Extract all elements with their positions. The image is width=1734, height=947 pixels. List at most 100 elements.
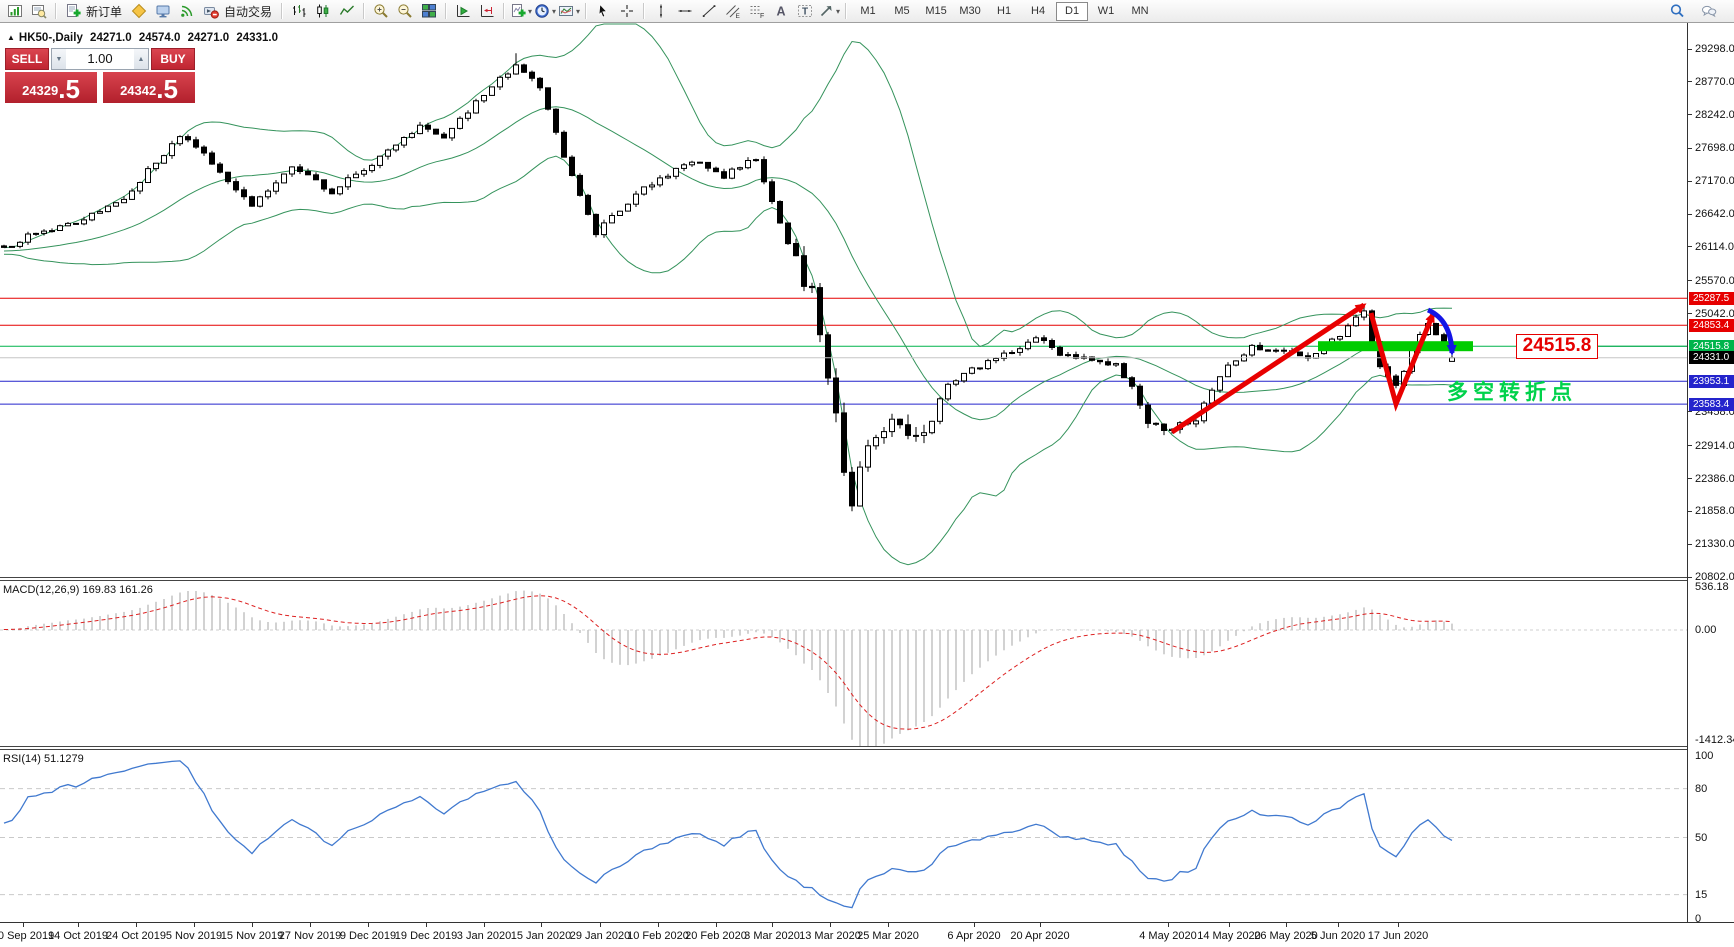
timeframe-m5-button[interactable]: M5: [894, 5, 910, 17]
date-label: 9 Dec 2019: [339, 930, 397, 942]
date-label: 27 Nov 2019: [278, 930, 342, 942]
toolbar-right-icons: [1665, 1, 1731, 22]
templates-button[interactable]: ▾: [557, 1, 581, 22]
date-tick-mark: [368, 923, 369, 927]
chart-shift-button[interactable]: [475, 1, 499, 22]
price-tick-mark: [1688, 313, 1692, 314]
rsi-panel-splitter[interactable]: [0, 746, 1734, 750]
buy-price-box[interactable]: 24342.5: [103, 72, 195, 103]
signals-button[interactable]: [175, 1, 199, 22]
price-tick-mark: [1688, 246, 1692, 248]
toolbar-separator: [503, 3, 506, 19]
bars-icon: [293, 5, 306, 17]
macd-panel-splitter[interactable]: [0, 577, 1734, 581]
timeframe-h4-button[interactable]: H4: [1031, 5, 1046, 17]
price-tick-label: 20802.0: [1695, 571, 1734, 583]
buy-button[interactable]: BUY: [151, 48, 195, 70]
date-label: 20 Apr 2020: [1010, 930, 1070, 942]
new-order-button-label[interactable]: 新订单: [86, 4, 123, 19]
dropdown-arrow-icon[interactable]: ▾: [528, 6, 533, 16]
horizontal-line-button[interactable]: [673, 1, 697, 22]
price-tick-label: 27698.0: [1695, 142, 1734, 155]
fibonacci-button[interactable]: F: [745, 1, 769, 22]
timeframe-w1-button[interactable]: W1: [1097, 5, 1115, 17]
zoom-in-button[interactable]: [369, 1, 393, 22]
date-tick-mark: [772, 923, 773, 927]
price-tick-mark: [1688, 576, 1692, 578]
periods-button[interactable]: ▾: [533, 1, 557, 22]
profiles-button[interactable]: [27, 1, 51, 22]
dropdown-arrow-icon[interactable]: ▾: [552, 6, 557, 16]
date-label: 15 Nov 2019: [220, 930, 284, 942]
price-chart-canvas[interactable]: [0, 23, 1687, 579]
tile-windows-button[interactable]: [417, 1, 441, 22]
chat-button[interactable]: [1697, 1, 1721, 22]
cursor-button[interactable]: [591, 1, 615, 22]
indicators-button[interactable]: ▾: [509, 1, 533, 22]
timeframe-m15-button[interactable]: M15: [925, 5, 947, 17]
trendline-icon: [702, 5, 716, 17]
date-label: 20 Feb 2020: [685, 930, 747, 942]
arrows-button[interactable]: ▾: [817, 1, 841, 22]
sell-price-box[interactable]: 24329.5: [5, 72, 97, 103]
price-tick-label: 28770.0: [1695, 75, 1734, 88]
collapse-arrow-icon[interactable]: ▲: [7, 33, 15, 42]
new-order-icon: [67, 4, 81, 17]
line-chart-button[interactable]: [335, 1, 359, 22]
candlestick-chart-button[interactable]: [311, 1, 335, 22]
new-chart-icon: [8, 5, 22, 17]
price-tick-label: 25042.0: [1695, 307, 1734, 320]
dropdown-arrow-icon[interactable]: ▾: [576, 6, 581, 16]
price-level-badge: 23953.1: [1689, 374, 1734, 388]
rsi-scale-label: 0: [1695, 913, 1702, 925]
trendline-button[interactable]: [697, 1, 721, 22]
rsi-scale-label: 100: [1695, 750, 1714, 762]
date-tick-mark: [1040, 923, 1041, 927]
indicators-icon: [512, 4, 526, 17]
volume-decrease-button[interactable]: ▼: [52, 49, 66, 69]
text-button[interactable]: A: [769, 1, 793, 22]
equidistant-channel-button[interactable]: E: [721, 1, 745, 22]
date-tick-mark: [194, 923, 195, 927]
rsi-scale-label: 15: [1695, 888, 1708, 901]
price-level-badge: 23583.4: [1689, 397, 1734, 411]
date-tick-mark: [426, 923, 427, 927]
vertical-line-button[interactable]: [649, 1, 673, 22]
autotrading-button[interactable]: [199, 1, 223, 22]
timeframe-m1-button[interactable]: M1: [860, 5, 876, 17]
new-order-button[interactable]: [61, 1, 85, 22]
timeframe-d1-button[interactable]: D1: [1056, 1, 1089, 21]
dropdown-arrow-icon[interactable]: ▾: [836, 6, 841, 16]
sell-button[interactable]: SELL: [5, 48, 49, 70]
one-click-trading-panel: SELL ▼ 1.00 ▲ BUY 24329.5 24342.5: [5, 48, 195, 103]
auto-scroll-button[interactable]: [451, 1, 475, 22]
date-label: 24 Oct 2019: [106, 930, 166, 942]
toolbar-separator: [363, 3, 366, 19]
date-tick-mark: [1398, 923, 1399, 927]
new-chart-button[interactable]: [3, 1, 27, 22]
price-tick-mark: [1688, 510, 1692, 512]
rsi-indicator-canvas[interactable]: [0, 750, 1687, 922]
autotrading-button-label[interactable]: 自动交易: [224, 4, 273, 19]
search-button[interactable]: [1665, 1, 1689, 22]
crosshair-button[interactable]: [615, 1, 639, 22]
autotrading-icon: [204, 7, 219, 19]
cursor-icon: [598, 3, 608, 18]
crosshair-icon: [621, 5, 634, 17]
timeframe-h1-button[interactable]: H1: [997, 5, 1012, 17]
volume-input[interactable]: 1.00: [87, 51, 113, 66]
date-label: 19 Dec 2019: [394, 930, 458, 942]
metaeditor-button[interactable]: [127, 1, 151, 22]
macd-indicator-canvas[interactable]: [0, 581, 1687, 747]
price-callout-label[interactable]: 24515.8: [1516, 334, 1598, 359]
terminal-button[interactable]: [151, 1, 175, 22]
timeframe-mn-button[interactable]: MN: [1131, 5, 1149, 17]
turning-point-label[interactable]: 多空转折点: [1447, 381, 1577, 404]
volume-increase-button[interactable]: ▲: [134, 49, 148, 69]
timeframe-m30-button[interactable]: M30: [959, 5, 981, 17]
zoom-out-button[interactable]: [393, 1, 417, 22]
bar-chart-button[interactable]: [287, 1, 311, 22]
text-label-button[interactable]: T: [793, 1, 817, 22]
toolbar-separator: [55, 3, 57, 19]
